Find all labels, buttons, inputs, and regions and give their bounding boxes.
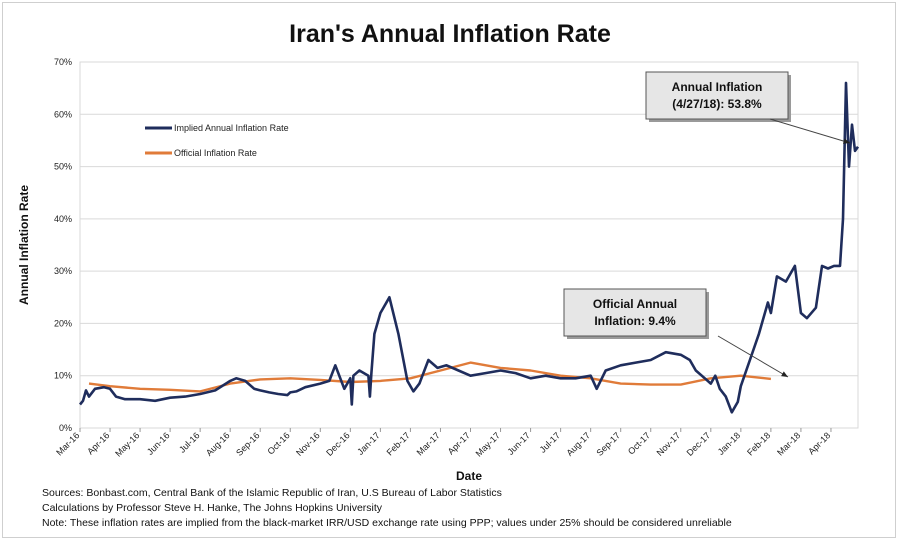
x-tick-label: Mar-16: [54, 430, 81, 457]
annotation-line2: Inflation: 9.4%: [594, 314, 676, 328]
calculations-note: Calculations by Professor Steve H. Hanke…: [42, 502, 383, 514]
x-tick-label: Jun-17: [505, 430, 532, 457]
legend-label: Implied Annual Inflation Rate: [174, 123, 289, 133]
y-tick-label: 0%: [59, 423, 72, 433]
x-tick-label: Aug-17: [564, 430, 592, 458]
x-tick-label: Aug-16: [204, 430, 232, 458]
x-tick-label: Feb-18: [745, 430, 772, 457]
x-tick-label: Jan-17: [355, 430, 382, 457]
y-tick-label: 60%: [54, 109, 72, 119]
sources-note: Sources: Bonbast.com, Central Bank of th…: [42, 487, 502, 499]
y-axis-label: Annual Inflation Rate: [17, 185, 31, 305]
x-tick-label: Nov-17: [655, 430, 683, 458]
x-tick-label: Jul-17: [538, 430, 562, 454]
x-tick-label: Jul-16: [177, 430, 201, 454]
x-tick-label: Nov-16: [294, 430, 322, 458]
x-tick-label: May-16: [113, 430, 141, 458]
y-tick-label: 40%: [54, 214, 72, 224]
x-tick-label: Feb-17: [385, 430, 412, 457]
x-tick-label: Oct-16: [266, 430, 292, 456]
x-tick-label: Apr-18: [806, 430, 832, 456]
x-axis-label: Date: [456, 469, 482, 483]
x-tick-label: Sep-16: [234, 430, 262, 458]
x-tick-label: Mar-17: [415, 430, 442, 457]
disclaimer-note: Note: These inflation rates are implied …: [42, 517, 732, 529]
x-tick-label: Jan-18: [716, 430, 743, 457]
x-tick-label: Apr-17: [446, 430, 472, 456]
y-tick-label: 50%: [54, 162, 72, 172]
x-tick-label: May-17: [474, 430, 502, 458]
y-tick-label: 70%: [54, 57, 72, 67]
chart-notes: Sources: Bonbast.com, Central Bank of th…: [42, 486, 732, 531]
x-tick-label: Sep-17: [595, 430, 623, 458]
y-tick-label: 20%: [54, 318, 72, 328]
annotation-line1: Annual Inflation: [672, 80, 763, 94]
y-tick-label: 30%: [54, 266, 72, 276]
annotation-pointer: [717, 335, 789, 378]
y-tick-label: 10%: [54, 371, 72, 381]
x-tick-label: Oct-17: [626, 430, 652, 456]
x-tick-label: Mar-18: [775, 430, 802, 457]
x-tick-label: Dec-17: [685, 430, 713, 458]
x-tick-label: Jun-16: [145, 430, 172, 457]
annotation-arrowhead: [781, 371, 788, 377]
chart-title: Iran's Annual Inflation Rate: [289, 20, 611, 48]
official-inflation-line: [88, 361, 772, 393]
implied-inflation-line: [78, 81, 860, 414]
legend-label: Official Inflation Rate: [174, 148, 257, 158]
annotation-line2: (4/27/18): 53.8%: [672, 97, 762, 111]
x-tick-label: Dec-16: [324, 430, 352, 458]
annotation-pointer: [769, 118, 851, 144]
x-tick-label: Apr-16: [85, 430, 111, 456]
annotation-line1: Official Annual: [593, 297, 677, 311]
annotation-official-inflation: [563, 288, 707, 337]
annotation-arrowhead: [843, 138, 850, 144]
annotation-annual-inflation: [645, 71, 789, 120]
